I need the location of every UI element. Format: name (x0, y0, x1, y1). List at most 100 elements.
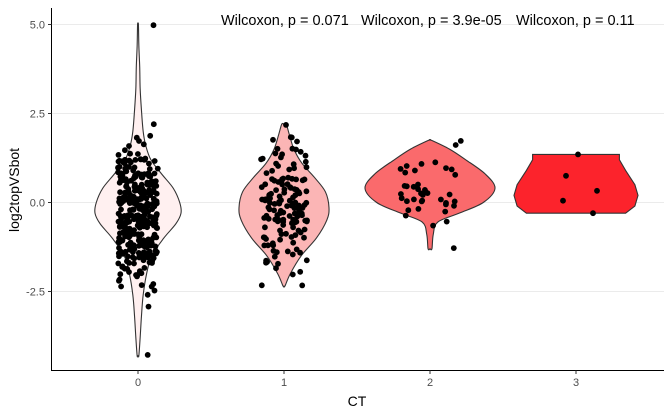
data-point (135, 272, 141, 278)
x-axis-title: CT (348, 393, 367, 409)
data-point (285, 249, 291, 255)
data-point (259, 282, 265, 288)
data-point (141, 195, 147, 201)
data-point (283, 122, 289, 128)
y-tick-label: 0.0 (30, 198, 45, 210)
data-point (118, 237, 124, 243)
data-point (116, 152, 122, 158)
data-point (117, 189, 123, 195)
data-point (280, 210, 286, 216)
data-point (290, 240, 296, 246)
data-point (145, 292, 151, 298)
data-point (419, 161, 425, 167)
data-point (438, 197, 444, 203)
data-point (275, 261, 281, 267)
data-point (269, 176, 275, 182)
data-point (116, 199, 122, 205)
data-point (270, 137, 276, 143)
data-point (128, 193, 134, 199)
y-ticks: -2.50.02.55.0 (26, 20, 51, 299)
data-point (151, 22, 157, 28)
data-point (131, 256, 137, 262)
data-point (261, 197, 267, 203)
data-point (148, 173, 154, 179)
data-point (262, 224, 268, 230)
annotations: Wilcoxon, p = 0.071 Wilcoxon, p = 3.9e-0… (221, 13, 635, 29)
data-point (126, 158, 132, 164)
data-point (411, 184, 417, 190)
data-point (123, 226, 129, 232)
data-point (117, 164, 123, 170)
data-point (154, 225, 160, 231)
data-point (292, 200, 298, 206)
x-tick-label: 2 (427, 377, 433, 389)
data-point (140, 175, 146, 181)
data-point (142, 265, 148, 271)
data-point (132, 184, 138, 190)
data-point (296, 189, 302, 195)
data-point (275, 218, 281, 224)
data-point (141, 141, 147, 147)
data-point (290, 146, 296, 152)
data-point (419, 198, 425, 204)
data-point (453, 142, 459, 148)
data-point (294, 247, 300, 253)
data-point (452, 172, 458, 178)
annotation-0-1: Wilcoxon, p = 0.071 (221, 13, 349, 29)
data-point (152, 181, 158, 187)
data-point (134, 135, 140, 141)
data-point (279, 182, 285, 188)
data-point (411, 197, 417, 203)
data-point (136, 250, 142, 256)
data-point (299, 283, 305, 289)
annotation-2-3: Wilcoxon, p = 0.11 (516, 13, 635, 29)
data-point (294, 139, 300, 145)
data-point (270, 240, 276, 246)
data-point (458, 138, 464, 144)
data-point (133, 174, 139, 180)
data-point (443, 165, 449, 171)
data-point (137, 242, 143, 248)
data-point (273, 187, 279, 193)
data-point (404, 163, 410, 169)
data-point (139, 185, 145, 191)
data-point (416, 206, 422, 212)
data-point (575, 152, 581, 158)
data-point (135, 151, 141, 157)
data-point (261, 243, 267, 249)
data-point (154, 198, 160, 204)
x-tick-label: 1 (281, 377, 287, 389)
data-point (449, 167, 455, 173)
data-point (149, 258, 155, 264)
data-point (115, 261, 121, 267)
data-point (292, 219, 298, 225)
data-point (154, 249, 160, 255)
data-point (134, 197, 140, 203)
data-point (412, 168, 418, 174)
data-point (151, 204, 157, 210)
data-point (260, 156, 266, 162)
y-axis-title: log2topVSbot (6, 148, 22, 232)
data-point (302, 202, 308, 208)
data-point (273, 151, 279, 157)
data-point (122, 147, 128, 153)
data-point (432, 159, 438, 165)
violin-ct-3 (514, 154, 638, 213)
data-point (301, 235, 307, 241)
data-point (284, 203, 290, 209)
data-point (264, 170, 270, 176)
data-point (118, 284, 124, 290)
data-point (145, 209, 151, 215)
data-point (259, 184, 265, 190)
data-point (430, 223, 436, 229)
data-point (425, 190, 431, 196)
data-point (152, 158, 158, 164)
data-point (124, 266, 130, 272)
x-ticks: 0 1 2 3 (135, 371, 579, 390)
data-point (279, 176, 285, 182)
data-point (126, 143, 132, 149)
data-point (130, 231, 136, 237)
data-point (116, 278, 122, 284)
data-point (131, 261, 137, 267)
data-point (303, 159, 309, 165)
